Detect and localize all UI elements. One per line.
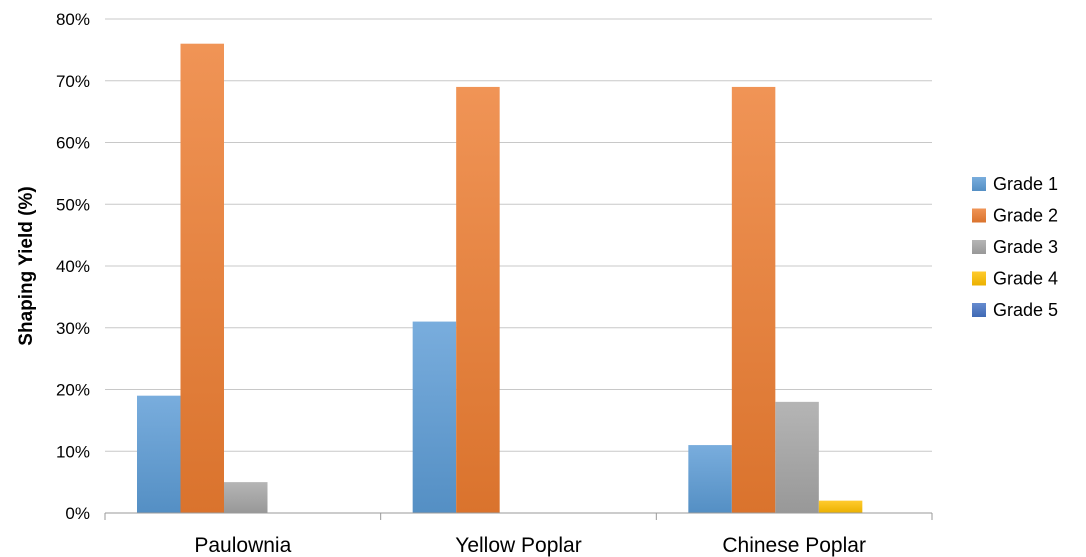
legend-swatch — [972, 177, 986, 191]
legend-swatch — [972, 208, 986, 223]
y-tick-label: 50% — [56, 195, 90, 214]
x-category-label: Chinese Poplar — [722, 534, 866, 557]
bars — [137, 43, 863, 514]
legend-label: Grade 2 — [993, 206, 1058, 226]
y-tick-label: 30% — [56, 319, 90, 338]
x-axis — [104, 512, 933, 520]
y-axis-ticks: 0% 10% 20% 30% 40% 50% 60% 70% 80% — [56, 10, 90, 523]
y-tick-label: 70% — [56, 72, 90, 91]
x-category-label: Paulownia — [194, 534, 291, 557]
x-category-label: Yellow Poplar — [455, 534, 581, 557]
legend-label: Grade 1 — [993, 174, 1058, 194]
y-tick-label: 20% — [56, 381, 90, 400]
bar-grade-2 — [180, 43, 224, 513]
y-tick-label: 60% — [56, 134, 90, 153]
bar-grade-4 — [818, 500, 863, 513]
bar-grade-2 — [456, 86, 500, 514]
bar-grade-3 — [775, 401, 819, 513]
y-tick-label: 0% — [65, 504, 90, 523]
legend-label: Grade 3 — [993, 237, 1058, 257]
bar-grade-2 — [731, 86, 776, 514]
legend-label: Grade 5 — [993, 300, 1058, 320]
bar-grade-1 — [412, 321, 457, 513]
legend-swatch — [972, 271, 986, 286]
legend-swatch — [972, 240, 986, 254]
legend-swatch — [972, 303, 986, 317]
legend: Grade 1 Grade 2 Grade 3 Grade 4 Grade 5 — [972, 174, 1058, 320]
gridlines — [105, 18, 932, 514]
bar-grade-1 — [688, 445, 732, 513]
bar-grade-3 — [224, 482, 268, 513]
legend-label: Grade 4 — [993, 269, 1058, 289]
x-axis-categories: Paulownia Yellow Poplar Chinese Poplar — [194, 534, 866, 557]
y-axis-label: Shaping Yield (%) — [16, 186, 37, 345]
bar-grade-1 — [137, 395, 181, 513]
y-tick-label: 80% — [56, 10, 90, 29]
y-tick-label: 40% — [56, 257, 90, 276]
y-tick-label: 10% — [56, 442, 90, 461]
